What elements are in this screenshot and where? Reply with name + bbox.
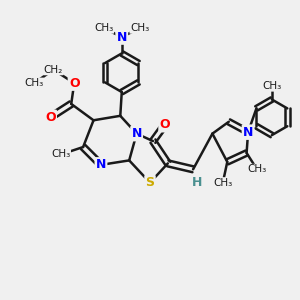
Text: S: S bbox=[146, 176, 154, 189]
Text: CH₃: CH₃ bbox=[248, 164, 267, 174]
Text: N: N bbox=[131, 127, 142, 140]
Text: CH₃: CH₃ bbox=[25, 78, 44, 88]
Text: CH₃: CH₃ bbox=[94, 23, 114, 33]
Text: CH₃: CH₃ bbox=[51, 149, 70, 160]
Text: O: O bbox=[45, 111, 56, 124]
Text: O: O bbox=[160, 118, 170, 131]
Text: O: O bbox=[69, 76, 80, 90]
Text: N: N bbox=[96, 158, 106, 171]
Text: H: H bbox=[192, 176, 203, 189]
Text: N: N bbox=[243, 126, 253, 139]
Text: CH₃: CH₃ bbox=[130, 23, 149, 33]
Text: CH₃: CH₃ bbox=[213, 178, 232, 188]
Text: CH₂: CH₂ bbox=[44, 65, 63, 75]
Text: CH₃: CH₃ bbox=[262, 81, 281, 91]
Text: N: N bbox=[117, 31, 127, 44]
